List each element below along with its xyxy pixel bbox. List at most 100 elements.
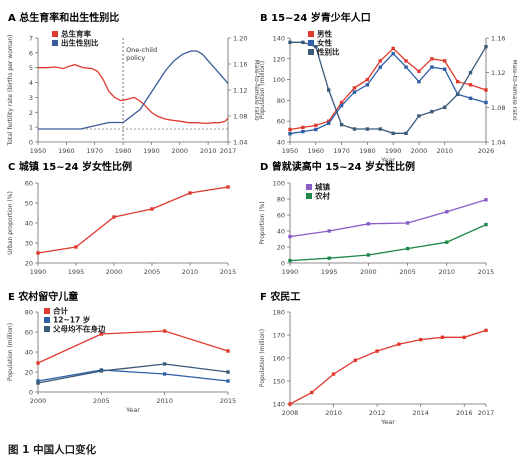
data-point (365, 77, 370, 82)
series-line-12~17 岁 (37, 369, 229, 382)
legend-label: 总生育率 (61, 29, 91, 39)
series-line-出生性别比 (38, 50, 229, 130)
y-right-tick-label: 1.04 (491, 139, 505, 147)
y-tick-label: 150 (273, 378, 285, 386)
panel-title-text: 城镇 15~24 岁女性比例 (19, 160, 132, 173)
x-tick-label: 1950 (30, 147, 47, 155)
y-tick-label: 40 (277, 139, 285, 147)
data-point (226, 349, 230, 353)
x-tick-label: 2005 (93, 397, 110, 405)
data-point (443, 105, 447, 110)
data-point (288, 258, 292, 263)
y-right-tick-label: 1.08 (491, 104, 505, 112)
panel-title-text: 曾就读高中 15~24 岁女性比例 (272, 160, 415, 173)
policy-annotation: One-child policy (126, 46, 157, 62)
data-point (226, 379, 230, 383)
y-tick-label: 0 (29, 139, 33, 147)
data-point (405, 246, 410, 251)
x-tick-label: 1990 (143, 147, 160, 155)
data-point (352, 127, 357, 131)
x-tick-label: 2010 (156, 397, 173, 405)
x-tick-label: 2010 (436, 147, 453, 155)
legend-label: 合计 (53, 306, 68, 316)
legend-swatch (306, 193, 312, 199)
data-point (455, 92, 460, 97)
legend-swatch (52, 40, 58, 46)
data-point (417, 114, 421, 118)
data-point (462, 335, 466, 339)
data-point (391, 51, 395, 56)
data-point (314, 123, 318, 128)
data-point (188, 191, 192, 195)
data-point (339, 100, 344, 105)
series-line-男性 (289, 47, 487, 131)
data-point (445, 210, 449, 214)
legend-label: 城镇 (315, 182, 330, 192)
data-point (162, 329, 167, 333)
data-point (468, 96, 473, 101)
legend-swatch (44, 308, 50, 314)
y-tick-label: 80 (277, 196, 285, 204)
x-tick-label: 2010 (439, 268, 456, 276)
y-tick-label: 120 (273, 55, 285, 63)
x-tick-label: 2010 (325, 409, 342, 417)
data-point (352, 90, 357, 94)
y-tick-label: 60 (277, 212, 285, 220)
data-point (468, 70, 473, 75)
y-axis-label: Population (million) (259, 61, 266, 119)
y-tick-label: 1 (29, 124, 33, 132)
x-tick-label: 2015 (220, 397, 237, 405)
panel-e: E 农村留守儿童 2000 2005 2010 2015 0 20 40 60 80 Populat… (7, 290, 236, 414)
data-point (314, 44, 318, 49)
data-point (301, 40, 305, 45)
y-tick-label: 20 (25, 260, 33, 268)
x-tick-label: 2005 (144, 268, 161, 276)
data-point (36, 251, 40, 255)
panel-f: F 农民工 2008 2010 2012 2014 2016 2017 140 150 160 17… (259, 290, 494, 426)
data-point (74, 245, 78, 249)
panel-letter: F (260, 292, 270, 303)
data-point (430, 57, 434, 61)
y-tick-label: 80 (25, 309, 33, 317)
x-tick-label: 2012 (369, 409, 386, 417)
y-right-tick-label: 1.04 (233, 139, 247, 147)
x-tick-label: 1960 (58, 147, 75, 155)
data-point (430, 65, 434, 69)
data-point (378, 127, 382, 131)
y-right-tick-label: 1.12 (233, 87, 247, 95)
legend-label: 性别比 (317, 47, 340, 57)
x-tick-label: 2010 (200, 147, 217, 155)
series-line-性别比 (290, 41, 487, 134)
panel-title: E 农村留守儿童 (8, 290, 78, 303)
data-point (288, 127, 292, 132)
panel-title: A 总生育率和出生性别比 (8, 11, 119, 24)
legend-swatch (308, 49, 314, 55)
data-point (327, 256, 331, 260)
y-tick-label: 170 (273, 332, 285, 340)
x-tick-label: 2026 (478, 147, 495, 155)
y-tick-label: 40 (277, 228, 285, 236)
legend-swatch (306, 184, 312, 190)
x-tick-label: 1980 (115, 147, 132, 155)
panel-d: D 曾就读高中 15~24 岁女性比例 1990 1995 2000 2005 2010 2… (259, 160, 494, 276)
data-point (484, 100, 488, 105)
y-axis-right-label: Male-to-female ratio (253, 59, 260, 120)
data-point (353, 358, 358, 362)
x-tick-label: 2015 (478, 268, 495, 276)
x-tick-label: 2017 (478, 409, 495, 417)
x-tick-label: 1995 (68, 268, 85, 276)
data-point (375, 349, 379, 353)
data-point (36, 361, 40, 365)
data-point (391, 46, 395, 51)
data-point (112, 215, 116, 219)
data-point (404, 59, 408, 63)
series-line-合计 (37, 330, 229, 364)
data-point (430, 109, 434, 114)
data-point (288, 402, 292, 406)
data-point (484, 222, 488, 227)
y-tick-label: 3 (29, 94, 33, 102)
data-point (310, 390, 314, 395)
data-point (366, 253, 371, 257)
panel-title-text: 15~24 岁青少年人口 (271, 11, 371, 24)
